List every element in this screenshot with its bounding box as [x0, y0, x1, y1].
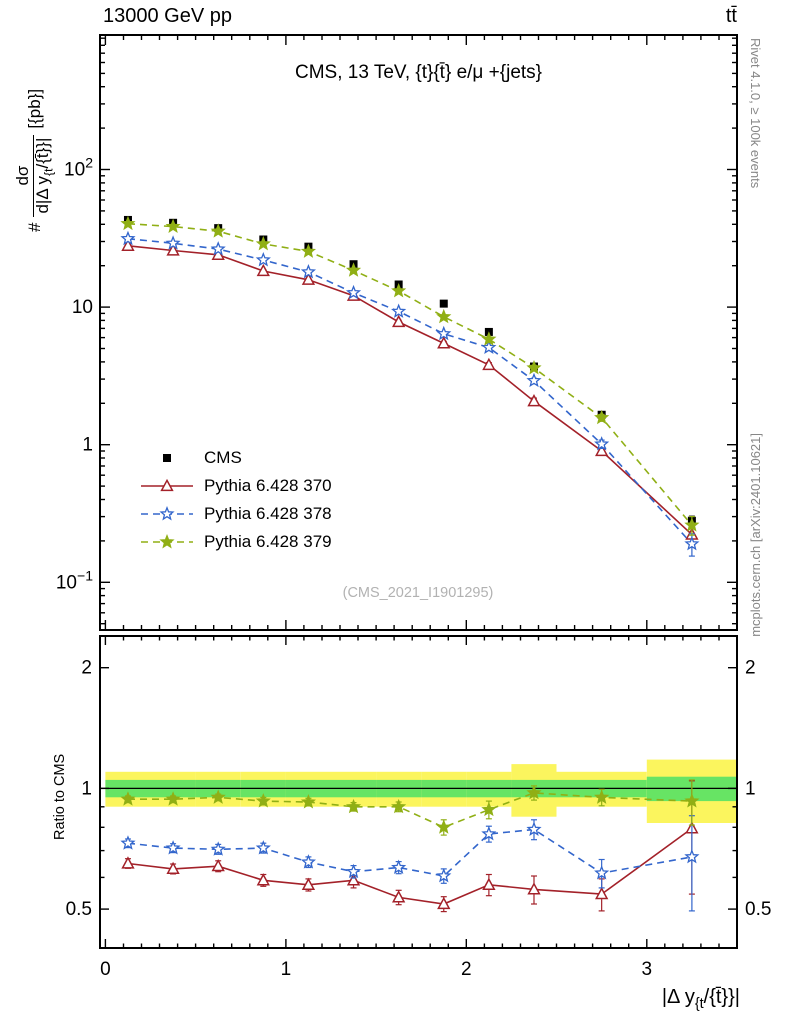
analysis-id-watermark: (CMS_2021_I1901295): [342, 585, 494, 601]
legend-item-pythia-378: Pythia 6.428 378: [138, 500, 332, 528]
legend-label-cms: CMS: [204, 448, 242, 467]
mcplots-arxiv-note: mcplots.cern.ch [arXiv:2401.10621]: [748, 433, 763, 637]
main-series-pythia-6-428-378: [120, 230, 700, 557]
legend-label-pythia-379: Pythia 6.428 379: [204, 532, 332, 551]
plot-title: CMS, 13 TeV, {t}{t̄} e/μ +{jets}: [294, 62, 543, 83]
legend-marker-pythia-370: [141, 478, 193, 492]
legend-marker-cms: [163, 454, 171, 462]
legend-marker-pythia-378: [141, 506, 193, 521]
y-axis-label-ratio: Ratio to CMS: [52, 753, 68, 840]
svg-text:102: 102: [64, 155, 93, 181]
svg-text:3: 3: [641, 959, 652, 980]
y-label-numerator: dσ: [13, 165, 32, 186]
beam-energy-label: 13000 GeV pp: [103, 5, 232, 27]
legend-item-pythia-379: Pythia 6.428 379: [138, 528, 332, 556]
svg-text:10: 10: [72, 297, 93, 318]
legend-label-pythia-370: Pythia 6.428 370: [204, 476, 332, 495]
svg-text:0.5: 0.5: [66, 899, 92, 920]
legend-marker-pythia-379: [141, 534, 193, 549]
svg-text:2: 2: [81, 658, 92, 679]
y-label-prefix: #: [24, 222, 44, 232]
legend-item-cms: CMS: [138, 444, 332, 472]
ratio-series-pythia-6-428-379: [120, 779, 700, 836]
y-label-units: [{pb}]: [24, 88, 44, 129]
svg-text:1: 1: [281, 959, 292, 980]
svg-text:1: 1: [745, 778, 756, 799]
main-series-pythia-6-428-379: [120, 215, 700, 536]
svg-text:10−1: 10−1: [56, 567, 93, 593]
svg-text:1: 1: [82, 435, 93, 456]
rivet-version-note: Rivet 4.1.0, ≥ 100k events: [748, 38, 763, 189]
svg-text:2: 2: [745, 658, 756, 679]
y-axis-label-main: # dσ d|Δ y{t/{t̄}}| [{pb}]: [13, 88, 56, 232]
main-frame: [99, 34, 738, 631]
x-axis-label: |Δ y{t/{t̄}}|: [661, 986, 740, 1012]
svg-text:2: 2: [461, 959, 472, 980]
ratio-frame: [99, 635, 738, 949]
ratio-series-pythia-6-428-378: [120, 815, 700, 912]
process-label: tt̄: [725, 5, 737, 27]
svg-text:0.5: 0.5: [745, 899, 771, 920]
y-label-fraction: dσ d|Δ y{t/{t̄}}|: [13, 134, 56, 217]
ratio-uncertainty-bands: [105, 759, 737, 823]
legend: CMS Pythia 6.428 370 Pythia 6.428 378 Py…: [138, 444, 332, 556]
svg-text:1: 1: [81, 778, 92, 799]
y-label-denominator: d|Δ y{t/{t̄}}|: [32, 134, 56, 217]
legend-item-pythia-370: Pythia 6.428 370: [138, 472, 332, 500]
svg-text:0: 0: [100, 959, 111, 980]
legend-label-pythia-378: Pythia 6.428 378: [204, 504, 332, 523]
